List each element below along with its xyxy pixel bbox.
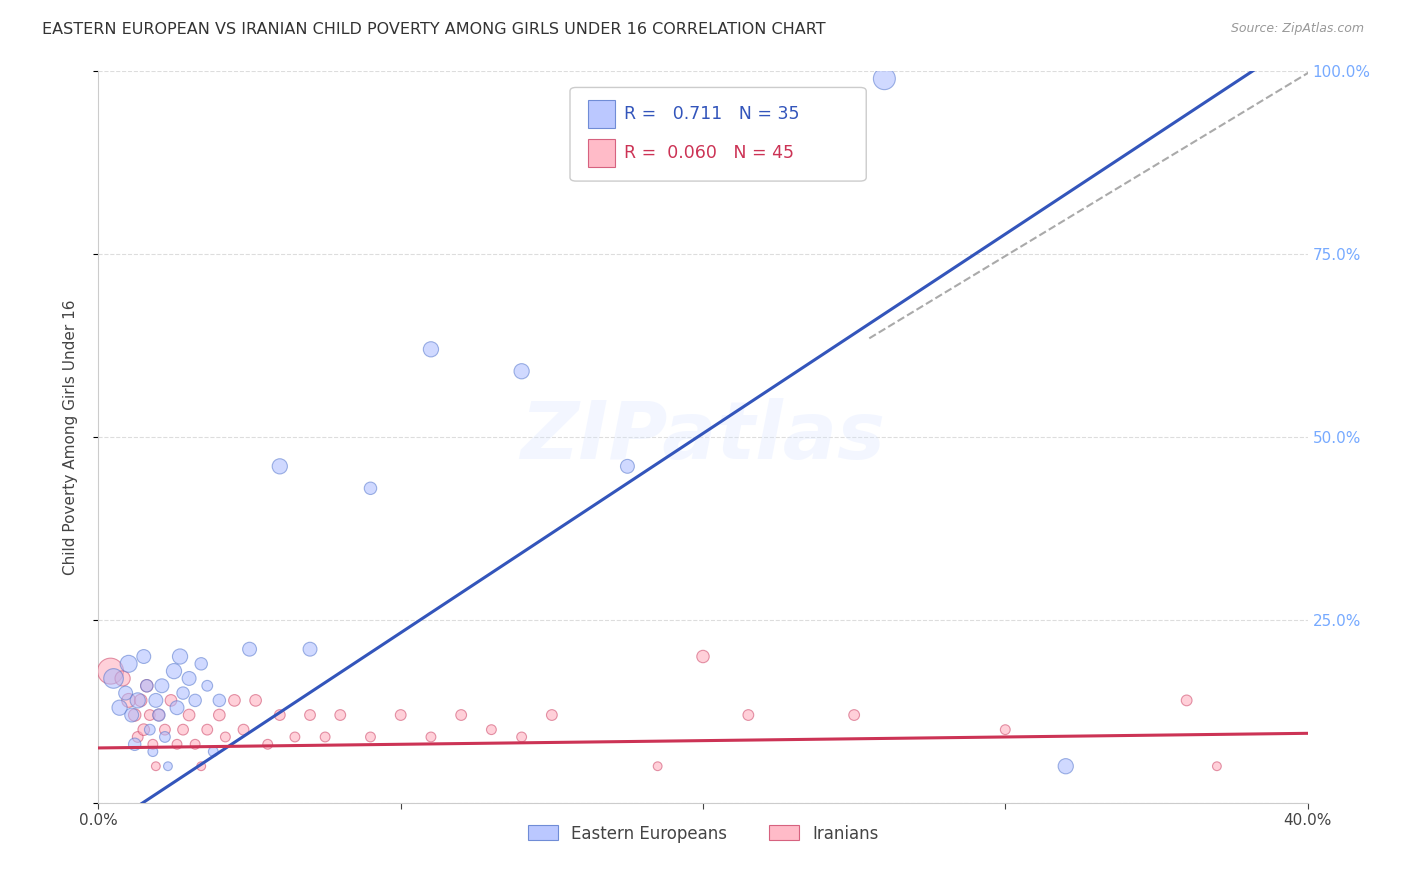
Point (510, 730, 533, 744)
Point (166, 700, 188, 714)
Point (314, 730, 336, 744)
Point (208, 693, 231, 707)
Point (148, 708, 170, 723)
Point (172, 723, 194, 737)
Point (190, 759, 212, 773)
Point (179, 708, 201, 723)
Point (145, 693, 167, 707)
Point (844, 708, 866, 723)
Point (616, 459, 638, 474)
Point (163, 664, 186, 678)
Point (135, 679, 157, 693)
Point (299, 708, 322, 723)
Point (139, 708, 162, 723)
Text: Source: ZipAtlas.com: Source: ZipAtlas.com (1230, 22, 1364, 36)
Point (510, 364, 533, 378)
Point (190, 657, 212, 671)
Point (160, 693, 183, 707)
Point (450, 708, 472, 723)
Point (103, 672, 125, 686)
Text: R =  0.060   N = 45: R = 0.060 N = 45 (624, 145, 794, 162)
Point (127, 730, 149, 744)
Point (481, 723, 503, 737)
Point (1206, 759, 1229, 773)
Point (121, 708, 143, 723)
Point (692, 649, 714, 664)
Point (195, 679, 218, 693)
Y-axis label: Child Poverty Among Girls Under 16: Child Poverty Among Girls Under 16 (63, 300, 77, 574)
Point (108, 700, 131, 714)
Bar (588, 100, 614, 128)
Point (132, 723, 155, 737)
Point (540, 708, 562, 723)
Point (239, 642, 262, 657)
Point (269, 708, 291, 723)
Point (111, 672, 134, 686)
Point (994, 723, 1017, 737)
Point (114, 686, 136, 700)
Point (148, 708, 170, 723)
Point (150, 679, 173, 693)
Point (166, 737, 188, 751)
Point (389, 708, 412, 723)
Point (124, 708, 146, 723)
Point (153, 730, 176, 744)
Point (139, 723, 162, 737)
Text: ZIPatlas: ZIPatlas (520, 398, 886, 476)
Point (172, 686, 194, 700)
Point (169, 649, 191, 664)
Point (873, 71, 896, 86)
Text: EASTERN EUROPEAN VS IRANIAN CHILD POVERTY AMONG GIRLS UNDER 16 CORRELATION CHART: EASTERN EUROPEAN VS IRANIAN CHILD POVERT… (42, 22, 825, 37)
Point (245, 693, 267, 707)
Point (256, 737, 278, 751)
Point (1054, 759, 1077, 773)
Point (208, 708, 231, 723)
Point (118, 693, 141, 707)
Legend: Eastern Europeans, Iranians: Eastern Europeans, Iranians (522, 818, 884, 849)
Point (360, 730, 382, 744)
Point (284, 730, 307, 744)
Point (127, 693, 149, 707)
Point (299, 642, 322, 657)
Point (269, 459, 291, 474)
Point (420, 730, 443, 744)
Point (145, 759, 167, 773)
Point (132, 649, 155, 664)
Point (232, 723, 254, 737)
Point (647, 759, 669, 773)
Point (135, 679, 157, 693)
Text: R =   0.711   N = 35: R = 0.711 N = 35 (624, 104, 800, 123)
Point (153, 723, 176, 737)
Point (156, 759, 179, 773)
Point (142, 737, 165, 751)
FancyBboxPatch shape (569, 87, 866, 181)
Point (737, 708, 759, 723)
Point (202, 745, 225, 759)
Point (184, 737, 207, 751)
Point (179, 672, 201, 686)
Point (360, 481, 382, 495)
Point (100, 664, 122, 678)
Point (214, 730, 236, 744)
Point (124, 737, 146, 751)
Point (420, 343, 443, 357)
Point (1175, 693, 1198, 707)
Point (184, 693, 207, 707)
Point (129, 693, 152, 707)
Point (142, 745, 165, 759)
Point (195, 723, 218, 737)
Point (224, 693, 246, 707)
Bar (588, 139, 614, 167)
Point (118, 657, 141, 671)
Point (329, 708, 352, 723)
